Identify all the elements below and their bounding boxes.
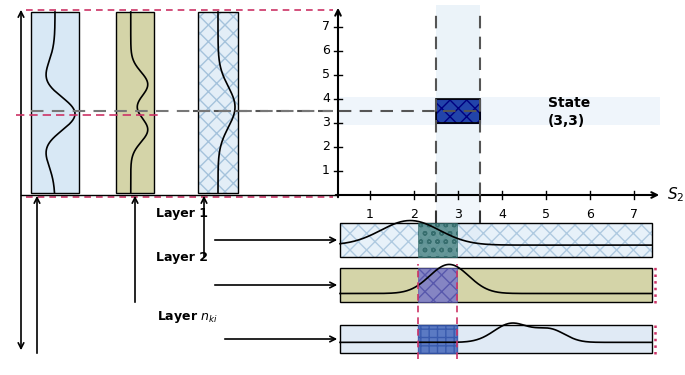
Bar xyxy=(116,12,154,193)
Bar xyxy=(436,5,480,195)
Text: 7: 7 xyxy=(322,21,330,33)
Text: (3,3): (3,3) xyxy=(548,114,585,128)
Text: Layer $n_{ki}$: Layer $n_{ki}$ xyxy=(157,309,217,325)
Text: Layer 1: Layer 1 xyxy=(156,207,208,219)
Text: 4: 4 xyxy=(322,93,330,105)
Bar xyxy=(418,223,457,257)
Bar xyxy=(340,223,652,257)
Text: State: State xyxy=(548,96,590,110)
Bar xyxy=(198,12,238,193)
Text: 5: 5 xyxy=(322,69,330,81)
Text: 1: 1 xyxy=(366,208,374,221)
Bar xyxy=(436,195,480,257)
Text: 2: 2 xyxy=(410,208,418,221)
Text: 5: 5 xyxy=(542,208,550,221)
Text: 7: 7 xyxy=(630,208,638,221)
Bar xyxy=(338,97,660,125)
Bar xyxy=(198,12,238,193)
Bar xyxy=(418,325,457,353)
Bar xyxy=(436,99,480,123)
Bar xyxy=(340,268,652,302)
Text: 1: 1 xyxy=(322,165,330,177)
Text: 3: 3 xyxy=(322,117,330,129)
Bar xyxy=(436,99,480,123)
Text: 6: 6 xyxy=(322,45,330,57)
Bar xyxy=(340,223,652,257)
Bar xyxy=(418,268,457,302)
Text: $S_2$: $S_2$ xyxy=(667,186,684,204)
Text: 2: 2 xyxy=(322,141,330,153)
Text: 3: 3 xyxy=(454,208,462,221)
Text: 6: 6 xyxy=(586,208,594,221)
Text: 4: 4 xyxy=(498,208,506,221)
Bar xyxy=(31,12,79,193)
Bar xyxy=(340,325,652,353)
Text: Layer 2: Layer 2 xyxy=(156,252,208,264)
